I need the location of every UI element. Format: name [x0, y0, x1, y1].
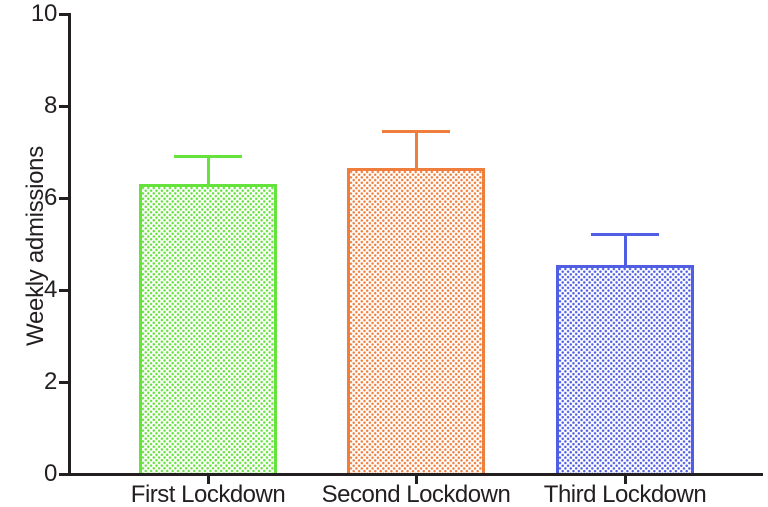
y-tick-label: 6 [43, 184, 57, 211]
error-bar-line [206, 156, 210, 185]
x-category-label: First Lockdown [130, 481, 286, 507]
error-bar-line [623, 234, 627, 265]
x-category-label: Second Lockdown [321, 481, 511, 507]
y-axis-line [68, 13, 71, 476]
x-axis-line [68, 473, 763, 476]
error-bar-cap [382, 129, 450, 133]
bar-2 [347, 168, 485, 476]
y-tick-label: 10 [30, 0, 57, 27]
y-tick-mark [59, 472, 68, 476]
y-tick-mark [59, 12, 68, 16]
x-tick-mark [414, 476, 418, 484]
error-bar-cap [591, 233, 659, 237]
x-tick-mark [623, 476, 627, 484]
bar-3 [556, 264, 694, 476]
y-tick-label: 4 [43, 276, 57, 303]
x-tick-mark [206, 476, 210, 484]
y-tick-label: 0 [43, 460, 57, 487]
y-tick-mark [59, 104, 68, 108]
error-bar-cap [174, 155, 242, 159]
bar-1 [139, 184, 277, 476]
y-tick-mark [59, 196, 68, 200]
x-category-label: Third Lockdown [543, 481, 707, 507]
y-axis-title: Weekly admissions [22, 146, 49, 346]
y-tick-label: 2 [43, 368, 57, 395]
y-tick-mark [59, 288, 68, 292]
y-tick-label: 8 [43, 92, 57, 119]
y-tick-mark [59, 380, 68, 384]
error-bar-line [414, 131, 418, 169]
